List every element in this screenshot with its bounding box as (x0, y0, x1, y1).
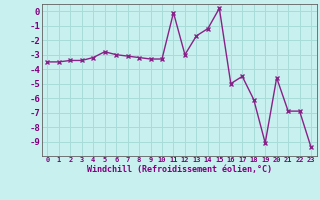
X-axis label: Windchill (Refroidissement éolien,°C): Windchill (Refroidissement éolien,°C) (87, 165, 272, 174)
